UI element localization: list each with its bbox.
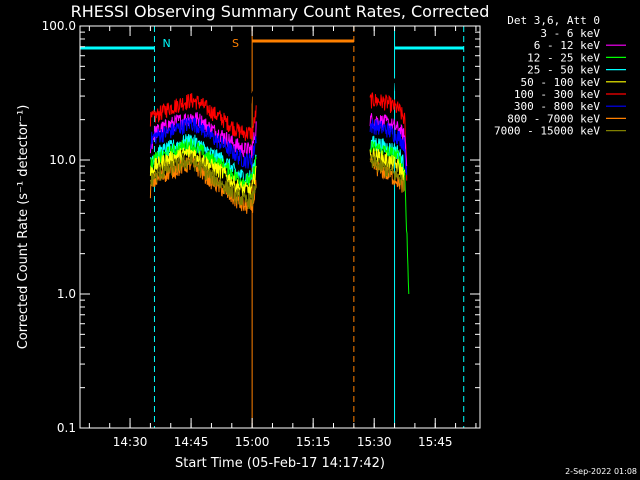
y-tick-label: 10.0 bbox=[49, 153, 76, 167]
series-line-4-seg1 bbox=[149, 144, 257, 198]
series-line-5-seg1 bbox=[149, 93, 257, 141]
x-axis: 14:30 14:45 15:00 15:15 15:30 15:45 bbox=[88, 26, 477, 449]
series-line-5-seg2 bbox=[369, 92, 408, 181]
series-line-0-seg1 bbox=[149, 75, 257, 109]
series-line-3-seg1 bbox=[149, 134, 257, 187]
x-tick-label: 15:00 bbox=[235, 435, 270, 449]
legend-label: 6 - 12 keV bbox=[534, 39, 601, 52]
legend-label: 3 - 6 keV bbox=[540, 27, 600, 40]
series-line-8-seg1 bbox=[149, 152, 257, 210]
legend-label: 25 - 50 keV bbox=[527, 64, 600, 77]
legend-label: 100 - 300 keV bbox=[514, 88, 600, 101]
y-tick-label: 0.1 bbox=[57, 421, 76, 435]
x-axis-label: Start Time (05-Feb-17 14:17:42) bbox=[175, 456, 385, 471]
series-line-0-seg2 bbox=[369, 72, 408, 169]
footer-date: 2-Sep-2022 01:08 bbox=[565, 467, 637, 476]
series-line-6-seg1 bbox=[149, 117, 257, 169]
annotation-label: N bbox=[162, 37, 170, 50]
series-line-6-seg2 bbox=[369, 119, 408, 176]
legend-header: Det 3,6, Att 0 bbox=[507, 14, 600, 27]
legend-label: 50 - 100 keV bbox=[521, 76, 601, 89]
x-tick-label: 14:30 bbox=[113, 435, 148, 449]
observing-bars bbox=[80, 39, 464, 50]
x-tick-label: 15:30 bbox=[357, 435, 392, 449]
plot-frame bbox=[79, 25, 481, 429]
series-line-2-seg1 bbox=[149, 138, 257, 190]
series-group bbox=[149, 72, 410, 295]
legend-label: 7000 - 15000 keV bbox=[494, 125, 600, 138]
legend-label: 300 - 800 keV bbox=[514, 100, 600, 113]
chart-title: RHESSI Observing Summary Count Rates, Co… bbox=[71, 2, 490, 21]
y-axis: 0.1 1.0 10.0 100.0 bbox=[42, 19, 480, 435]
legend-label: 800 - 7000 keV bbox=[507, 112, 600, 125]
annotation-label: S bbox=[232, 37, 239, 50]
y-tick-label: 100.0 bbox=[42, 19, 76, 33]
y-axis-label: Corrected Count Rate (s⁻¹ detector⁻¹) bbox=[16, 105, 31, 350]
x-tick-label: 15:45 bbox=[418, 435, 453, 449]
x-tick-label: 14:45 bbox=[174, 435, 209, 449]
legend-label: 12 - 25 keV bbox=[527, 51, 600, 64]
y-tick-label: 1.0 bbox=[57, 287, 76, 301]
x-tick-label: 15:15 bbox=[296, 435, 331, 449]
series-line-8-seg2 bbox=[369, 156, 406, 192]
